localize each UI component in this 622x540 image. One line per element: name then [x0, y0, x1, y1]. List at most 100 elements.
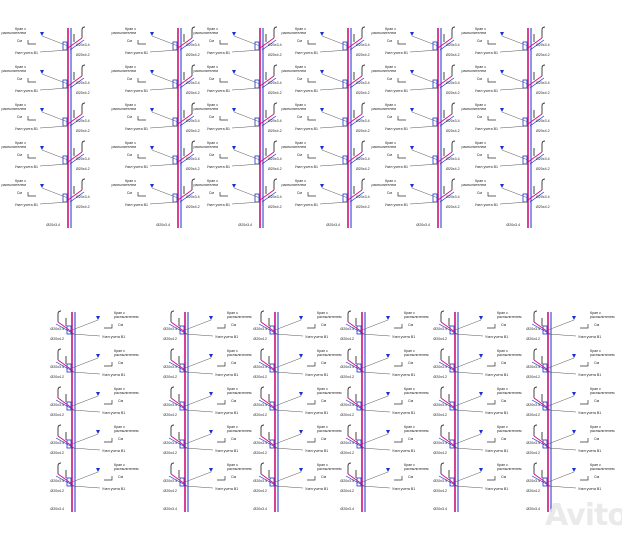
meter-label: Узел учета В1 [485, 411, 508, 415]
hot-branch-pipe [347, 473, 363, 485]
pipe-size-label: Ø20х4.2 [268, 91, 282, 95]
leader-line [231, 125, 261, 129]
faucet-icon [451, 140, 456, 152]
faucet-label: Кран с [475, 65, 486, 69]
riser-size-label: Ø20х3.4 [506, 223, 520, 227]
hot-branch-pipe [170, 435, 186, 447]
faucet-icon [57, 462, 62, 474]
faucet-icon [440, 386, 445, 398]
faucet-label: Кран с [125, 141, 136, 145]
wc-label: См [127, 77, 133, 81]
pipe-size-label: Ø20х4.2 [526, 451, 540, 455]
wc-icon [104, 362, 113, 367]
wc-label: См [477, 77, 483, 81]
faucet-label: Кран с [114, 311, 125, 315]
branch-line [547, 395, 575, 407]
pipe-size-label: Ø20х4.2 [50, 337, 64, 341]
pipe-size-label: Ø20х4.2 [536, 167, 550, 171]
hot-branch-pipe [527, 37, 543, 49]
cold-branch-pipe [69, 153, 85, 165]
wc-icon [307, 192, 316, 197]
branch-line [151, 149, 179, 161]
faucet-icon [81, 26, 86, 38]
faucet-icon [533, 348, 538, 360]
wc-icon [219, 192, 228, 197]
spray-faucet-icon [320, 108, 324, 112]
riser-size-label: Ø20х3.4 [433, 507, 447, 511]
faucet-icon [57, 424, 62, 436]
wc-label: См [387, 191, 393, 195]
faucet-label: Кран с [207, 103, 218, 107]
meter-label: Узел учета В1 [215, 449, 238, 453]
faucet-icon [191, 102, 196, 114]
leader-line [499, 87, 529, 91]
pipe-size-label: Ø20х3.4 [253, 479, 267, 483]
leader-line [184, 447, 214, 451]
pipe-size-label: Ø20х3.4 [340, 327, 354, 331]
faucet-icon [451, 178, 456, 190]
faucet-label-2: распылителем [227, 315, 252, 319]
pipe-size-label: Ø20х4.2 [163, 337, 177, 341]
wc-icon [219, 78, 228, 83]
faucet-label-2: распылителем [114, 353, 139, 357]
leader-line [274, 409, 304, 413]
riser-size-label: Ø20х3.4 [46, 223, 60, 227]
faucet-icon [541, 102, 546, 114]
hot-branch-pipe [170, 359, 186, 371]
wc-label: См [127, 115, 133, 119]
riser-size-label: Ø20х3.4 [156, 223, 170, 227]
pipe-size-label: Ø20х3.4 [163, 403, 177, 407]
branch-line [547, 433, 575, 445]
pipe-size-label: Ø20х3.4 [356, 81, 370, 85]
spray-faucet-icon [386, 392, 390, 396]
faucet-label-2: распылителем [497, 315, 522, 319]
wc-label: См [17, 77, 23, 81]
pipe-size-label: Ø20х4.2 [356, 167, 370, 171]
hot-branch-pipe [260, 397, 276, 409]
spray-faucet-icon [40, 70, 44, 74]
leader-line [547, 409, 577, 413]
faucet-label: Кран с [125, 103, 136, 107]
pipe-size-label: Ø20х3.4 [446, 119, 460, 123]
faucet-label: Кран с [475, 141, 486, 145]
leader-line [149, 201, 179, 205]
wc-label: См [477, 39, 483, 43]
meter-icon [62, 155, 68, 165]
wc-icon [27, 154, 36, 159]
cold-branch-pipe [168, 437, 188, 449]
wc-label: См [127, 153, 133, 157]
branch-line [361, 395, 389, 407]
leader-line [231, 87, 261, 91]
pipe-size-label: Ø20х3.4 [50, 365, 64, 369]
cold-branch-pipe [69, 39, 85, 51]
spray-faucet-icon [209, 316, 213, 320]
hot-branch-pipe [260, 435, 276, 447]
faucet-label-2: распылителем [317, 391, 342, 395]
hot-branch-pipe [437, 37, 453, 49]
hot-branch-pipe [527, 75, 543, 87]
wc-icon [307, 362, 316, 367]
wc-icon [27, 116, 36, 121]
wc-icon [580, 362, 589, 367]
faucet-label-2: распылителем [404, 353, 429, 357]
branch-line [274, 357, 302, 369]
wc-label: См [321, 323, 327, 327]
wc-label: См [321, 475, 327, 479]
faucet-label-2: распылителем [462, 145, 487, 149]
leader-line [409, 201, 439, 205]
hot-branch-pipe [440, 397, 456, 409]
pipe-size-label: Ø20х4.2 [526, 337, 540, 341]
faucet-icon [170, 386, 175, 398]
meter-icon [432, 41, 438, 51]
branch-line [71, 357, 99, 369]
meter-icon [172, 193, 178, 203]
pipe-size-label: Ø20х3.4 [163, 327, 177, 331]
wc-icon [104, 438, 113, 443]
faucet-label: Кран с [475, 103, 486, 107]
